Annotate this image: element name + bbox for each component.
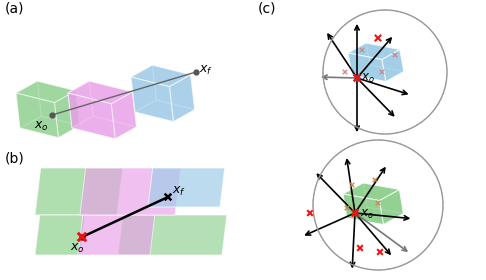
Text: $x_f$: $x_f$ [172, 185, 186, 198]
Polygon shape [135, 100, 195, 122]
Polygon shape [78, 215, 155, 255]
Polygon shape [347, 207, 403, 225]
Text: $x_o$: $x_o$ [70, 242, 85, 255]
Polygon shape [382, 50, 404, 81]
Polygon shape [89, 81, 137, 127]
Text: (c): (c) [258, 2, 277, 16]
Polygon shape [152, 65, 195, 110]
Text: $x_o$: $x_o$ [34, 120, 49, 133]
Polygon shape [16, 81, 41, 128]
Polygon shape [170, 75, 195, 122]
Polygon shape [363, 183, 403, 213]
Polygon shape [348, 43, 370, 75]
Polygon shape [343, 194, 383, 225]
Polygon shape [16, 81, 76, 102]
Text: (a): (a) [5, 2, 24, 16]
Text: (b): (b) [5, 152, 25, 166]
Polygon shape [68, 81, 133, 104]
Text: $x_o$: $x_o$ [360, 208, 374, 221]
Polygon shape [131, 77, 174, 122]
Polygon shape [348, 43, 400, 60]
Polygon shape [80, 168, 181, 215]
Polygon shape [68, 81, 93, 128]
Polygon shape [348, 53, 386, 81]
Text: $x_f$: $x_f$ [199, 64, 213, 77]
Polygon shape [54, 91, 80, 137]
Polygon shape [35, 215, 85, 255]
Polygon shape [131, 65, 191, 87]
Polygon shape [35, 168, 122, 215]
Polygon shape [366, 43, 404, 71]
Polygon shape [20, 116, 80, 137]
Polygon shape [343, 183, 367, 218]
Polygon shape [118, 215, 227, 255]
Polygon shape [148, 168, 225, 207]
Polygon shape [131, 65, 156, 112]
Polygon shape [16, 93, 58, 137]
Polygon shape [68, 93, 115, 139]
Polygon shape [343, 183, 399, 200]
Polygon shape [352, 65, 404, 81]
Polygon shape [111, 92, 137, 139]
Text: $x_o$: $x_o$ [361, 72, 375, 85]
Polygon shape [380, 190, 403, 225]
Polygon shape [72, 116, 137, 139]
Polygon shape [37, 81, 80, 126]
